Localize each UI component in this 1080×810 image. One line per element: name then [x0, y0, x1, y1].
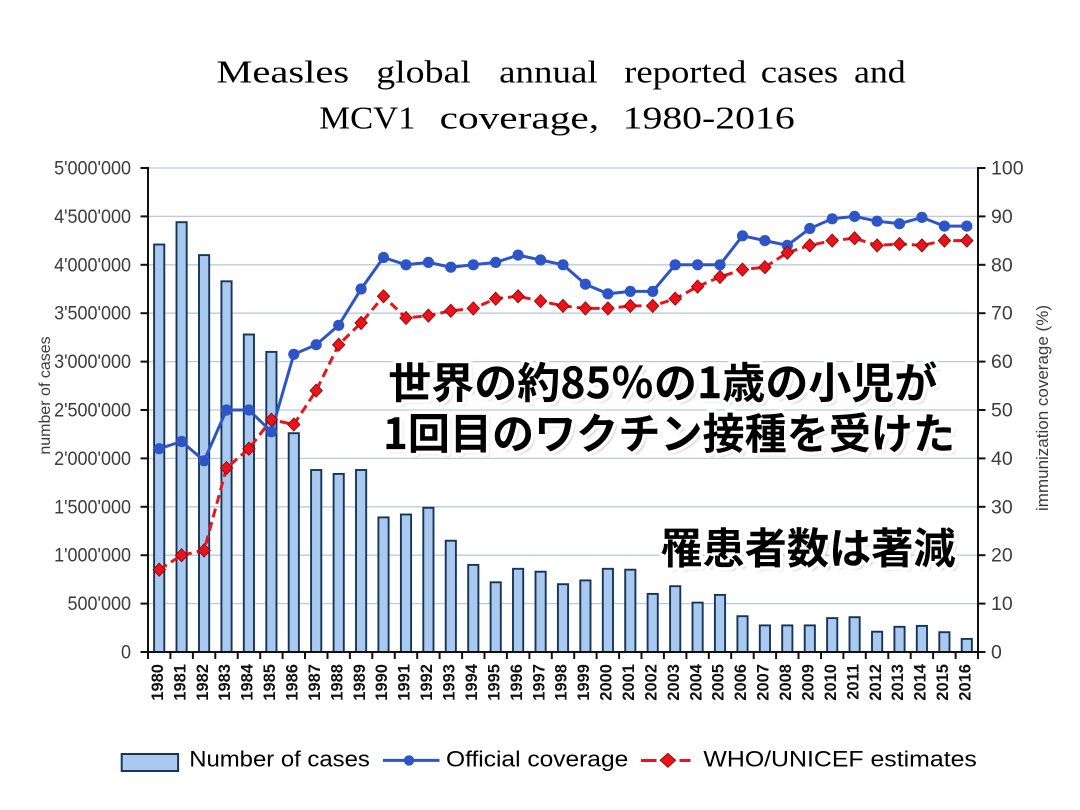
svg-text:1997: 1997: [530, 664, 548, 701]
svg-text:2012: 2012: [867, 664, 885, 701]
svg-text:3'000'000: 3'000'000: [54, 350, 131, 372]
svg-text:1'500'000: 1'500'000: [54, 496, 131, 518]
svg-text:2006: 2006: [732, 664, 750, 701]
svg-text:1982: 1982: [194, 664, 212, 701]
svg-text:2001: 2001: [620, 664, 638, 701]
svg-text:40: 40: [991, 448, 1013, 470]
svg-text:WHO/UNICEF estimates: WHO/UNICEF estimates: [703, 748, 976, 773]
svg-text:1984: 1984: [239, 663, 257, 701]
svg-text:0: 0: [121, 641, 131, 663]
svg-text:1999: 1999: [575, 664, 593, 701]
svg-text:1989: 1989: [351, 664, 369, 701]
svg-text:0: 0: [991, 642, 1002, 664]
svg-text:3'500'000: 3'500'000: [54, 302, 131, 324]
svg-text:1'000'000: 1'000'000: [54, 544, 131, 566]
svg-text:4'000'000: 4'000'000: [54, 254, 131, 276]
svg-text:2015: 2015: [934, 664, 952, 701]
svg-text:2013: 2013: [889, 664, 907, 701]
svg-text:1994: 1994: [463, 663, 481, 701]
svg-text:Official coverage: Official coverage: [446, 746, 628, 771]
svg-text:global: global: [376, 55, 471, 90]
svg-text:2016: 2016: [957, 664, 975, 701]
svg-text:2009: 2009: [800, 664, 818, 701]
svg-text:2005: 2005: [710, 664, 728, 701]
svg-text:90: 90: [991, 206, 1013, 228]
svg-text:reported: reported: [624, 56, 746, 90]
svg-text:4'500'000: 4'500'000: [54, 205, 131, 227]
svg-text:cases: cases: [761, 56, 838, 90]
svg-text:10: 10: [991, 593, 1013, 615]
svg-text:1996: 1996: [508, 664, 526, 701]
svg-text:1987: 1987: [306, 664, 324, 701]
svg-text:Measles: Measles: [216, 55, 349, 90]
svg-text:1980: 1980: [149, 664, 167, 701]
svg-text:1986: 1986: [284, 664, 302, 701]
svg-text:1985: 1985: [261, 664, 279, 701]
svg-text:50: 50: [991, 400, 1013, 422]
svg-text:70: 70: [991, 303, 1013, 325]
svg-text:1980-2016: 1980-2016: [623, 100, 795, 135]
svg-text:1993: 1993: [441, 664, 459, 701]
svg-text:2010: 2010: [822, 664, 840, 701]
svg-text:2011: 2011: [844, 664, 862, 700]
svg-text:100: 100: [991, 158, 1024, 180]
svg-text:2'000'000: 2'000'000: [54, 447, 131, 469]
svg-text:1983: 1983: [216, 664, 234, 701]
svg-text:1981: 1981: [171, 664, 189, 701]
svg-text:Number of cases: Number of cases: [189, 746, 370, 771]
svg-text:2'500'000: 2'500'000: [54, 399, 131, 421]
svg-text:number of cases: number of cases: [37, 336, 54, 454]
svg-text:1992: 1992: [418, 664, 436, 701]
svg-text:2003: 2003: [665, 664, 683, 701]
svg-text:annual: annual: [499, 55, 598, 90]
svg-text:2004: 2004: [687, 663, 705, 701]
svg-text:immunization coverage (%): immunization coverage (%): [1033, 305, 1052, 511]
svg-text:1990: 1990: [373, 664, 391, 701]
svg-text:2014: 2014: [912, 663, 930, 701]
svg-text:1998: 1998: [553, 664, 571, 701]
svg-text:2002: 2002: [642, 664, 660, 701]
svg-text:1995: 1995: [485, 664, 503, 701]
svg-text:and: and: [854, 56, 906, 91]
svg-text:1991: 1991: [396, 664, 414, 701]
svg-text:2000: 2000: [598, 664, 616, 701]
svg-text:coverage,: coverage,: [440, 100, 599, 135]
svg-text:30: 30: [991, 496, 1013, 518]
svg-text:500'000: 500'000: [68, 592, 131, 614]
svg-text:2008: 2008: [777, 664, 795, 701]
svg-text:60: 60: [991, 351, 1013, 373]
svg-text:MCV1: MCV1: [319, 102, 415, 136]
svg-text:1988: 1988: [328, 664, 346, 701]
svg-text:80: 80: [991, 254, 1013, 276]
svg-text:2007: 2007: [755, 664, 773, 701]
svg-text:5'000'000: 5'000'000: [54, 157, 131, 179]
svg-text:20: 20: [991, 545, 1013, 567]
